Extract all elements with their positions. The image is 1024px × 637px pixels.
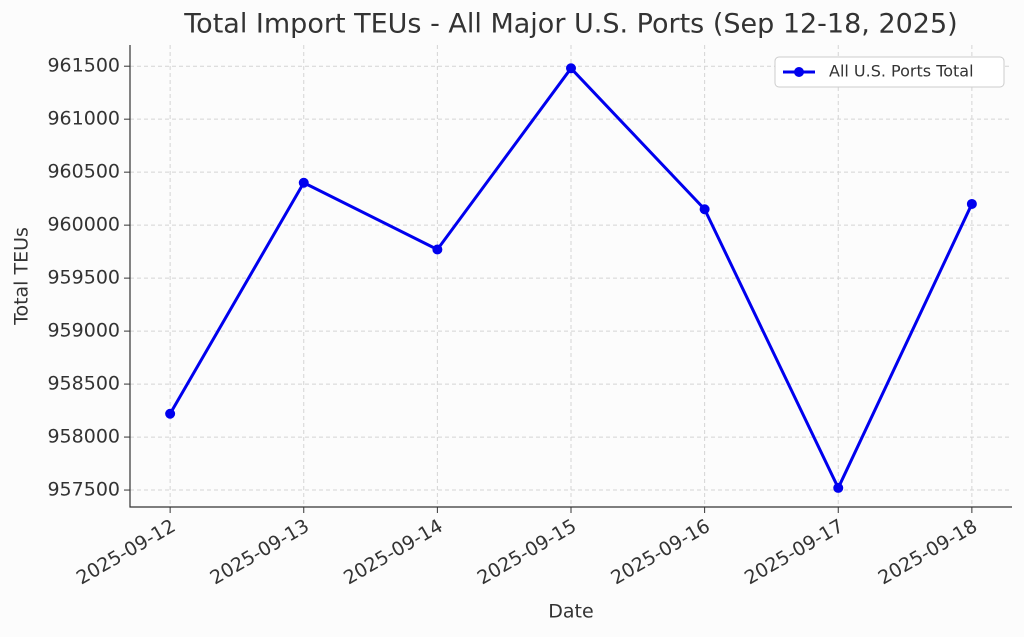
y-tick-label: 958000 — [47, 426, 120, 448]
point — [432, 244, 443, 255]
y-tick-label: 961500 — [47, 55, 120, 77]
y-tick-label: 960000 — [47, 214, 120, 236]
y-tick-label: 958500 — [47, 373, 120, 395]
point — [966, 198, 977, 209]
y-tick-label: 957500 — [47, 479, 120, 501]
legend-box — [774, 56, 1005, 88]
point — [165, 408, 176, 419]
legend: All U.S. Ports Total — [774, 56, 1005, 88]
point — [298, 177, 309, 188]
chart-title: Total Import TEUs - All Major U.S. Ports… — [183, 9, 957, 40]
legend-label: All U.S. Ports Total — [829, 62, 974, 81]
y-axis-label: Total TEUs — [11, 227, 33, 326]
axis — [129, 45, 1012, 508]
point — [566, 63, 576, 74]
y-tick-label: 959000 — [47, 320, 120, 342]
point — [833, 482, 844, 493]
point — [699, 204, 710, 215]
x-axis-label: Date — [548, 601, 593, 623]
y-tick-label: 961000 — [47, 108, 120, 130]
legend-marker — [794, 67, 804, 77]
y-tick-label: 959500 — [47, 267, 120, 289]
y-tick-label: 960500 — [47, 161, 120, 183]
